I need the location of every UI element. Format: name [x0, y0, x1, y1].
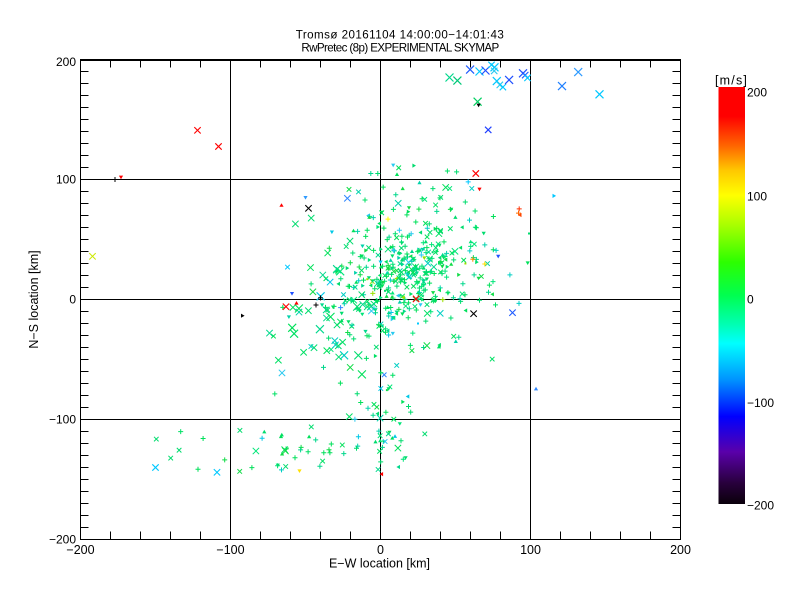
- svg-text:200: 200: [670, 543, 691, 557]
- svg-text:0: 0: [69, 293, 76, 307]
- svg-text:[m/s]: [m/s]: [715, 74, 748, 88]
- svg-text:−100: −100: [747, 396, 774, 410]
- svg-text:−200: −200: [49, 533, 76, 547]
- svg-text:100: 100: [747, 190, 767, 204]
- svg-text:E−W location [km]: E−W location [km]: [329, 557, 430, 571]
- svg-text:0: 0: [377, 543, 384, 557]
- svg-text:100: 100: [56, 173, 76, 187]
- svg-text:100: 100: [520, 543, 541, 557]
- svg-text:−100: −100: [49, 413, 76, 427]
- svg-text:Tromsø 20161104 14:00:00−14:01: Tromsø 20161104 14:00:00−14:01:43: [296, 29, 505, 42]
- svg-text:RwPretec (8p) EXPERIMENTAL SKY: RwPretec (8p) EXPERIMENTAL SKYMAP: [301, 42, 499, 55]
- svg-text:200: 200: [56, 55, 76, 69]
- svg-text:N−S location [km]: N−S location [km]: [27, 250, 41, 348]
- svg-text:200: 200: [747, 86, 767, 100]
- svg-text:−200: −200: [747, 499, 774, 513]
- svg-text:−200: −200: [66, 543, 94, 557]
- svg-text:0: 0: [747, 293, 754, 307]
- svg-text:−100: −100: [216, 543, 244, 557]
